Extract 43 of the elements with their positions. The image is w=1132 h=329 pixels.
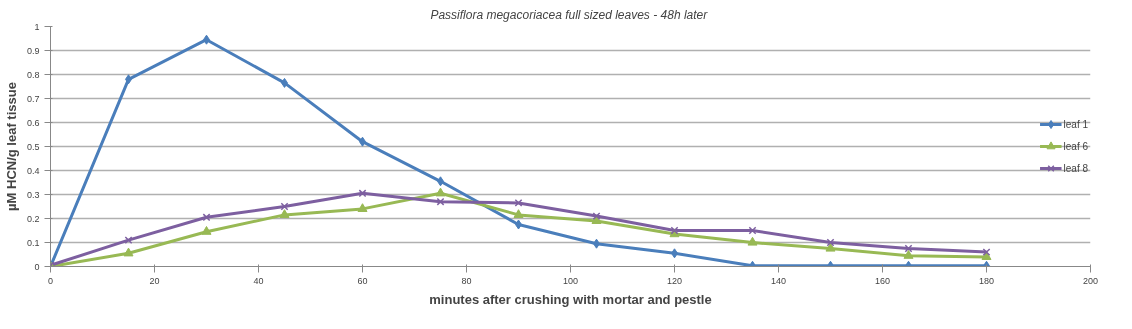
x-tick-label: 20 (149, 275, 160, 286)
point (904, 244, 913, 253)
point (748, 226, 757, 235)
y-tick-label: 0.2 (26, 213, 40, 224)
point (513, 209, 524, 218)
legend-label: leaf 6 (1063, 140, 1088, 152)
legend-label: leaf 8 (1063, 162, 1088, 174)
x-tick-label: 40 (253, 275, 264, 286)
x-tick-label: 180 (978, 275, 995, 286)
y-tick-label: 0.1 (26, 237, 40, 248)
x-tick-label: 120 (666, 275, 683, 286)
legend-label: leaf 1 (1063, 118, 1088, 130)
point (358, 189, 367, 198)
x-axis-title: minutes after crushing with mortar and pestle (429, 291, 712, 307)
point (201, 226, 212, 235)
point (825, 242, 836, 252)
y-tick-label: 0.4 (26, 165, 40, 176)
point (435, 187, 446, 197)
point (280, 202, 289, 211)
y-tick-label: 1 (34, 21, 40, 32)
y-tick-label: 0.9 (26, 45, 40, 56)
point (357, 203, 368, 212)
y-axis-title: µM HCN/g leaf tissue (3, 82, 19, 211)
point (903, 250, 914, 259)
y-tick-label: 0.7 (26, 93, 40, 104)
x-tick-label: 60 (357, 275, 368, 286)
point (747, 236, 758, 246)
x-tick-label: 200 (1082, 275, 1099, 286)
x-tick-label: 100 (562, 275, 579, 286)
chart-title: Passiflora megacoriacea full sized leaves - 48h later (430, 7, 709, 22)
x-tick-label: 80 (461, 275, 472, 286)
point (826, 238, 835, 247)
point (123, 247, 134, 257)
point (436, 197, 445, 206)
y-tick-label: 0.5 (26, 141, 40, 152)
y-tick-label: 0 (34, 261, 40, 272)
x-tick-label: 140 (770, 275, 787, 286)
y-tick-label: 0.3 (26, 189, 40, 200)
x-tick-label: 160 (874, 275, 891, 286)
x-tick-label: 0 (48, 275, 54, 286)
y-tick-label: 0.6 (26, 117, 40, 128)
point (279, 209, 290, 218)
y-tick-label: 0.8 (26, 69, 40, 80)
